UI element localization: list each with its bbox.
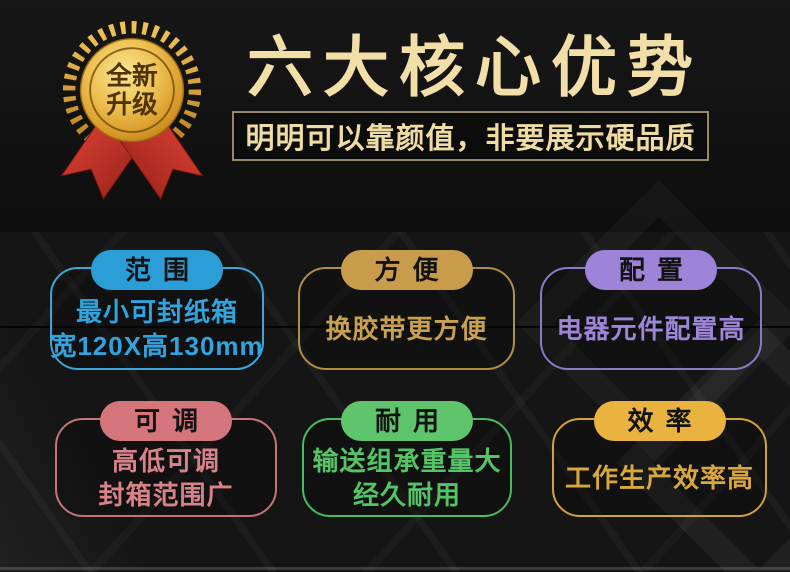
feature-tab-convenience: 方便: [340, 250, 473, 290]
medal-text-line2: 升级: [106, 89, 158, 119]
feature-text: 最小可封纸箱 宽120X高130mm: [50, 297, 264, 361]
upgrade-medal-badge: 全新 升级: [60, 21, 204, 200]
subtitle-text: 明明可以靠颜值，非要展示硬品质: [245, 123, 696, 155]
feature-tab-durability: 耐用: [340, 401, 474, 441]
feature-text: 工作生产效率高: [564, 463, 754, 493]
page-title: 六大核心优势: [247, 30, 703, 104]
background-seam-line: [0, 326, 790, 328]
feature-card-adjustable: 可调 高低可调 封箱范围广: [55, 401, 277, 517]
feature-text: 输送组承重量大 经久耐用: [312, 446, 502, 510]
feature-text: 换胶带更方便: [325, 314, 488, 344]
feature-text: 高低可调 封箱范围广: [98, 446, 234, 510]
feature-card-range: 范围 最小可封纸箱 宽120X高130mm: [50, 250, 264, 370]
background-bottom-edge: [0, 567, 790, 570]
medal-disc-icon: [79, 37, 185, 143]
feature-card-configuration: 配置 电器元件配置高: [540, 250, 762, 370]
feature-tab-adjustable: 可调: [99, 401, 233, 441]
hero-section: 全新 升级 六大核心优势 明明可以靠颜值，非要展示硬品质: [0, 0, 790, 232]
feature-card-durability: 耐用 输送组承重量大 经久耐用: [302, 401, 512, 517]
medal-text-line1: 全新: [105, 60, 158, 90]
feature-card-efficiency: 效率 工作生产效率高: [552, 401, 767, 517]
feature-tab-configuration: 配置: [584, 250, 718, 290]
feature-tab-efficiency: 效率: [593, 401, 726, 441]
feature-tab-range: 范围: [90, 250, 224, 290]
feature-text: 电器元件配置高: [556, 314, 746, 344]
subtitle-banner: 明明可以靠颜值，非要展示硬品质: [232, 111, 709, 161]
feature-card-convenience: 方便 换胶带更方便: [298, 250, 515, 370]
features-section: 范围 最小可封纸箱 宽120X高130mm 方便 换胶带更方便 配置 电器元件配…: [0, 232, 790, 572]
